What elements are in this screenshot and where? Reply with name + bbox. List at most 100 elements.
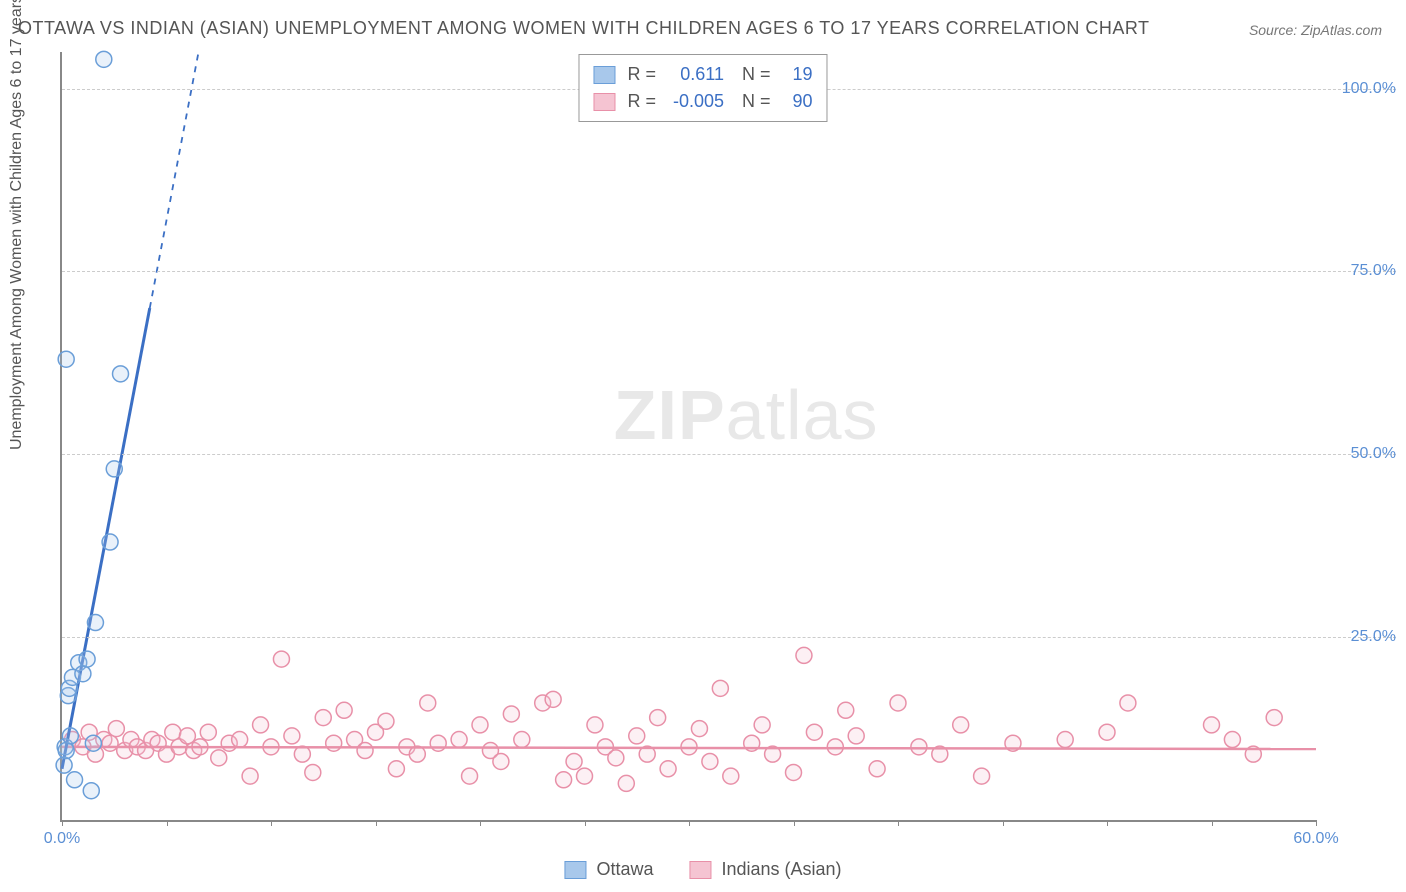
x-tick <box>271 820 272 826</box>
scatter-point <box>284 728 300 744</box>
scatter-point <box>305 764 321 780</box>
legend-swatch <box>593 93 615 111</box>
scatter-point <box>102 735 118 751</box>
scatter-point <box>869 761 885 777</box>
x-tick <box>898 820 899 826</box>
scatter-point <box>326 735 342 751</box>
scatter-point <box>1057 732 1073 748</box>
scatter-point <box>577 768 593 784</box>
gridline <box>62 637 1396 638</box>
x-tick <box>689 820 690 826</box>
scatter-point <box>702 753 718 769</box>
scatter-point <box>87 615 103 631</box>
scatter-point <box>890 695 906 711</box>
legend-swatch <box>564 861 586 879</box>
stat-label-n: N = <box>742 88 771 115</box>
x-tick <box>1316 820 1317 826</box>
scatter-point <box>660 761 676 777</box>
scatter-point <box>712 680 728 696</box>
scatter-point <box>357 743 373 759</box>
chart-svg <box>62 52 1316 820</box>
scatter-point <box>102 534 118 550</box>
legend-swatch <box>593 66 615 84</box>
scatter-point <box>838 702 854 718</box>
gridline <box>62 271 1396 272</box>
y-axis-label: Unemployment Among Women with Children A… <box>8 0 26 450</box>
scatter-point <box>113 366 129 382</box>
scatter-point <box>827 739 843 755</box>
scatter-point <box>472 717 488 733</box>
trend-line <box>62 747 1316 749</box>
scatter-point <box>786 764 802 780</box>
x-tick <box>167 820 168 826</box>
scatter-point <box>1120 695 1136 711</box>
legend-bottom-item: Ottawa <box>564 859 653 880</box>
scatter-point <box>58 743 74 759</box>
x-tick <box>585 820 586 826</box>
scatter-point <box>650 710 666 726</box>
scatter-point <box>85 735 101 751</box>
scatter-point <box>211 750 227 766</box>
scatter-point <box>691 721 707 737</box>
stat-label-r: R = <box>627 61 656 88</box>
scatter-point <box>754 717 770 733</box>
scatter-point <box>315 710 331 726</box>
stat-label-r: R = <box>627 88 656 115</box>
stat-value-r: -0.005 <box>664 88 724 115</box>
y-tick-label: 50.0% <box>1326 445 1396 463</box>
scatter-point <box>806 724 822 740</box>
scatter-point <box>556 772 572 788</box>
legend-stats-box: R = 0.611 N = 19 R = -0.005 N = 90 <box>578 54 827 122</box>
y-tick-label: 25.0% <box>1326 628 1396 646</box>
scatter-point <box>1224 732 1240 748</box>
scatter-point <box>420 695 436 711</box>
stat-label-n: N = <box>742 61 771 88</box>
y-tick-label: 75.0% <box>1326 262 1396 280</box>
stat-value-n: 90 <box>779 88 813 115</box>
chart-title: OTTAWA VS INDIAN (ASIAN) UNEMPLOYMENT AM… <box>18 18 1150 39</box>
x-tick-label: 60.0% <box>1293 830 1338 848</box>
scatter-point <box>336 702 352 718</box>
scatter-point <box>378 713 394 729</box>
scatter-point <box>200 724 216 740</box>
scatter-point <box>294 746 310 762</box>
scatter-point <box>462 768 478 784</box>
chart-container: OTTAWA VS INDIAN (ASIAN) UNEMPLOYMENT AM… <box>0 0 1406 892</box>
legend-swatch <box>689 861 711 879</box>
scatter-point <box>430 735 446 751</box>
scatter-point <box>1266 710 1282 726</box>
scatter-point <box>629 728 645 744</box>
scatter-point <box>273 651 289 667</box>
scatter-point <box>974 768 990 784</box>
trend-line-dashed <box>150 52 199 308</box>
legend-stats-row: R = 0.611 N = 19 <box>593 61 812 88</box>
scatter-point <box>58 351 74 367</box>
legend-stats-row: R = -0.005 N = 90 <box>593 88 812 115</box>
x-tick <box>1003 820 1004 826</box>
scatter-point <box>96 51 112 67</box>
scatter-point <box>545 691 561 707</box>
scatter-point <box>514 732 530 748</box>
scatter-point <box>388 761 404 777</box>
scatter-point <box>62 728 78 744</box>
stat-value-n: 19 <box>779 61 813 88</box>
scatter-point <box>67 772 83 788</box>
scatter-point <box>723 768 739 784</box>
scatter-point <box>106 461 122 477</box>
x-tick <box>1212 820 1213 826</box>
x-tick <box>480 820 481 826</box>
scatter-point <box>83 783 99 799</box>
x-tick <box>1107 820 1108 826</box>
scatter-point <box>566 753 582 769</box>
legend-bottom-item: Indians (Asian) <box>689 859 841 880</box>
stat-value-r: 0.611 <box>664 61 724 88</box>
scatter-point <box>253 717 269 733</box>
scatter-point <box>503 706 519 722</box>
scatter-point <box>179 728 195 744</box>
scatter-point <box>451 732 467 748</box>
scatter-point <box>56 757 72 773</box>
scatter-point <box>953 717 969 733</box>
legend-bottom: Ottawa Indians (Asian) <box>564 859 841 880</box>
source-attribution: Source: ZipAtlas.com <box>1249 22 1382 38</box>
scatter-point <box>618 775 634 791</box>
